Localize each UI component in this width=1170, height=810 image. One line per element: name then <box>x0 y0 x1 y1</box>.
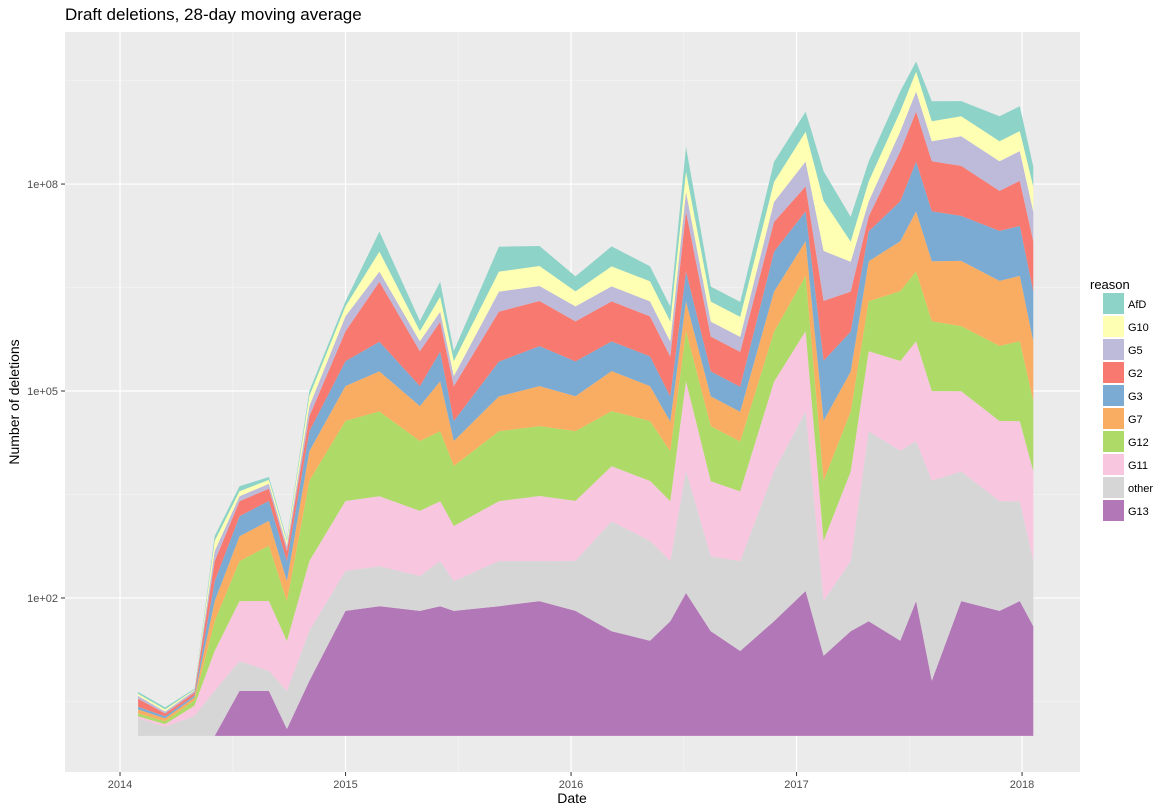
legend-label: AfD <box>1128 299 1146 311</box>
legend-label: G11 <box>1128 460 1148 472</box>
legend-key <box>1103 339 1124 360</box>
legend-label: G3 <box>1128 391 1143 403</box>
legend-title: reason <box>1090 277 1130 292</box>
area <box>138 591 1034 736</box>
area <box>138 271 1034 725</box>
areas <box>138 61 1034 736</box>
area <box>138 161 1034 719</box>
x-tick-label: 2017 <box>784 779 808 791</box>
y-axis-title: Number of deletions <box>6 339 22 464</box>
area <box>138 91 1034 714</box>
legend-label: G12 <box>1128 437 1149 449</box>
legend-key <box>1103 477 1124 498</box>
x-tick-label: 2018 <box>1010 779 1034 791</box>
legend-label: G13 <box>1128 506 1149 518</box>
legend-label: G10 <box>1128 322 1149 334</box>
legend-key <box>1103 431 1124 452</box>
area <box>138 111 1034 717</box>
legend-label: other <box>1128 483 1153 495</box>
legend-key <box>1103 454 1124 475</box>
area <box>138 71 1034 712</box>
legend: AfD G10 G5 G2 G3 G7 G12 G11 other G13 <box>1103 293 1153 521</box>
legend-label: G5 <box>1128 345 1143 357</box>
x-tick-label: 2016 <box>559 779 583 791</box>
area <box>138 411 1034 736</box>
legend-key <box>1103 385 1124 406</box>
legend-key <box>1103 500 1124 521</box>
chart-title: Draft deletions, 28-day moving average <box>65 5 362 24</box>
axes: 2014 2015 2016 2017 2018 1e+02 1e+05 1e+08 <box>27 179 1034 791</box>
legend-key <box>1103 316 1124 337</box>
x-axis-title: Date <box>557 790 587 806</box>
y-tick-label: 1e+05 <box>27 386 58 398</box>
area <box>138 331 1034 727</box>
legend-key <box>1103 408 1124 429</box>
legend-label: G7 <box>1128 414 1143 426</box>
x-tick-label: 2014 <box>108 779 132 791</box>
legend-key <box>1103 293 1124 314</box>
y-tick-label: 1e+02 <box>27 593 58 605</box>
legend-key <box>1103 362 1124 383</box>
y-tick-label: 1e+08 <box>27 179 58 191</box>
x-tick-label: 2015 <box>333 779 357 791</box>
area <box>138 211 1034 722</box>
legend-label: G2 <box>1128 368 1143 380</box>
